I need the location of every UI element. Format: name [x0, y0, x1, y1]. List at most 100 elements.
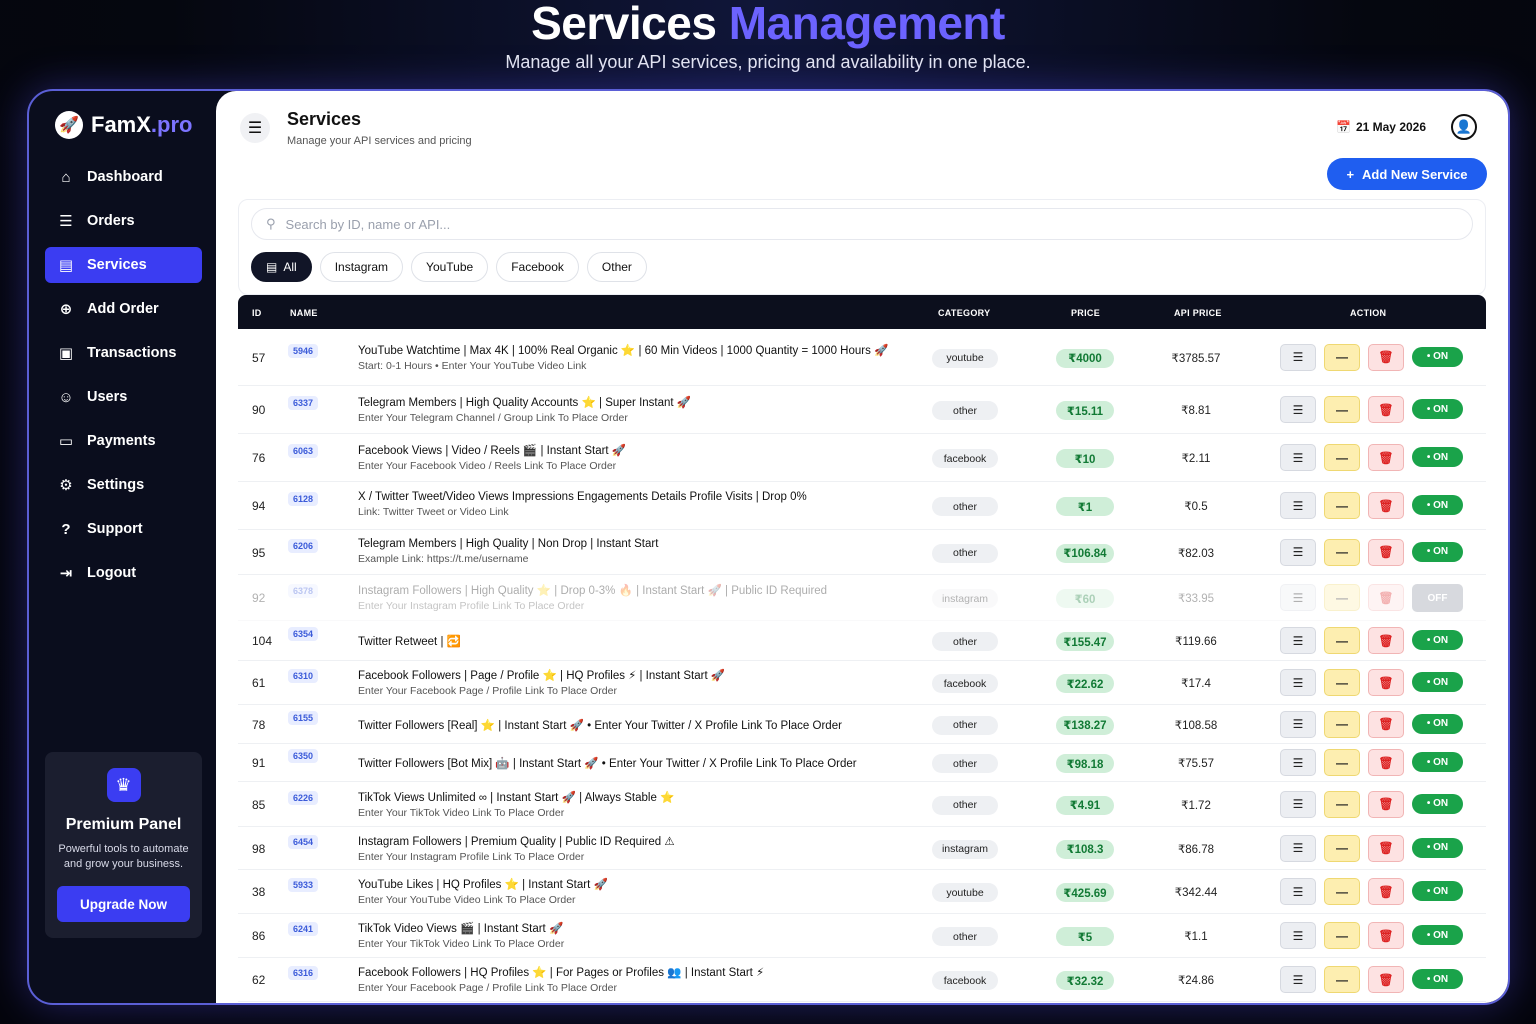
- trash-icon[interactable]: 🗑: [1368, 584, 1404, 611]
- filter-chip-instagram[interactable]: Instagram: [319, 252, 404, 282]
- sidebar-item-logout[interactable]: ⇥ Logout: [45, 555, 202, 591]
- disable-icon[interactable]: —: [1324, 669, 1360, 696]
- upgrade-button[interactable]: Upgrade Now: [57, 886, 190, 922]
- disable-icon[interactable]: —: [1324, 492, 1360, 519]
- service-name-cell: TikTok Views Unlimited ∞ | Instant Start…: [358, 790, 918, 819]
- status-toggle[interactable]: • ON: [1412, 346, 1463, 367]
- disable-icon[interactable]: —: [1324, 710, 1360, 738]
- status-toggle[interactable]: • ON: [1412, 881, 1463, 901]
- category-badge: other: [932, 401, 998, 420]
- api-price: ₹17.4: [1181, 678, 1211, 690]
- trash-icon[interactable]: 🗑: [1368, 627, 1404, 654]
- trash-icon[interactable]: 🗑: [1368, 878, 1404, 905]
- status-toggle[interactable]: • ON: [1412, 752, 1463, 772]
- details-icon[interactable]: ☰: [1280, 396, 1316, 423]
- service-code-badge: 6155: [288, 710, 319, 725]
- status-toggle[interactable]: • ON: [1412, 925, 1463, 945]
- home-icon: ⌂: [61, 168, 71, 186]
- trash-icon[interactable]: 🗑: [1368, 710, 1404, 738]
- disable-icon[interactable]: —: [1324, 790, 1360, 818]
- filter-chip-other[interactable]: Other: [586, 252, 647, 282]
- status-toggle[interactable]: • ON: [1412, 630, 1463, 650]
- trash-icon[interactable]: 🗑: [1368, 444, 1404, 471]
- status-toggle[interactable]: • ON: [1412, 793, 1463, 814]
- details-icon[interactable]: ☰: [1280, 669, 1316, 696]
- row-actions: ☰ — 🗑 • ON: [1280, 710, 1463, 738]
- sidebar-item-services[interactable]: ▤ Services: [45, 247, 202, 283]
- details-icon[interactable]: ☰: [1280, 584, 1316, 611]
- trash-icon[interactable]: 🗑: [1368, 669, 1404, 696]
- status-toggle[interactable]: • ON: [1412, 713, 1463, 734]
- sidebar-item-dashboard[interactable]: ⌂ Dashboard: [45, 159, 202, 195]
- details-icon[interactable]: ☰: [1280, 922, 1316, 949]
- status-toggle[interactable]: • ON: [1412, 541, 1463, 562]
- trash-icon[interactable]: 🗑: [1368, 966, 1404, 993]
- sidebar-item-settings[interactable]: ⚙ Settings: [45, 467, 202, 503]
- search-input[interactable]: [285, 216, 1436, 232]
- service-code-badge: 6354: [288, 627, 319, 641]
- details-icon[interactable]: ☰: [1280, 834, 1316, 862]
- service-id: 92: [252, 591, 266, 605]
- sidebar-item-support[interactable]: ? Support: [45, 511, 202, 547]
- disable-icon[interactable]: —: [1324, 396, 1360, 423]
- sidebar-item-add-order[interactable]: ⊕ Add Order: [45, 291, 202, 327]
- table-row: 92 6378 Instagram Followers | High Quality…: [238, 575, 1486, 621]
- service-name: Telegram Members | High Quality Accounts…: [358, 397, 692, 409]
- menu-icon[interactable]: ☰: [240, 113, 270, 143]
- disable-icon[interactable]: —: [1324, 627, 1360, 654]
- sidebar-item-transactions[interactable]: ▣ Transactions: [45, 335, 202, 371]
- disable-icon[interactable]: —: [1324, 966, 1360, 993]
- disable-icon[interactable]: —: [1324, 749, 1360, 776]
- trash-icon[interactable]: 🗑: [1368, 834, 1404, 862]
- disable-icon[interactable]: —: [1324, 538, 1360, 566]
- trash-icon[interactable]: 🗑: [1368, 343, 1404, 371]
- status-toggle[interactable]: • ON: [1412, 447, 1463, 467]
- api-price: ₹24.86: [1177, 975, 1215, 987]
- sidebar-item-orders[interactable]: ☰ Orders: [45, 203, 202, 239]
- status-toggle[interactable]: • ON: [1412, 837, 1463, 858]
- filter-chip-youtube[interactable]: YouTube: [411, 252, 489, 282]
- disable-icon[interactable]: —: [1324, 922, 1360, 949]
- brand[interactable]: 🚀 FamX.pro: [55, 111, 192, 139]
- status-toggle[interactable]: • ON: [1412, 399, 1463, 419]
- details-icon[interactable]: ☰: [1280, 710, 1316, 738]
- filter-chip-label: Facebook: [511, 260, 564, 274]
- details-icon[interactable]: ☰: [1280, 627, 1316, 654]
- trash-icon[interactable]: 🗑: [1368, 922, 1404, 949]
- api-price: ₹342.44: [1174, 887, 1218, 899]
- details-icon[interactable]: ☰: [1280, 749, 1316, 776]
- disable-icon[interactable]: —: [1324, 444, 1360, 471]
- topbar: ☰ Services Manage your API services and …: [216, 91, 1508, 161]
- trash-icon[interactable]: 🗑: [1368, 396, 1404, 423]
- row-actions: ☰ — 🗑 • ON: [1280, 878, 1463, 905]
- details-icon[interactable]: ☰: [1280, 538, 1316, 566]
- price-badge: ₹22.62: [1056, 674, 1114, 693]
- price-badge: ₹98.18: [1056, 754, 1114, 773]
- disable-icon[interactable]: —: [1324, 584, 1360, 611]
- user-avatar-icon[interactable]: 👤: [1451, 114, 1477, 140]
- trash-icon[interactable]: 🗑: [1368, 538, 1404, 566]
- details-icon[interactable]: ☰: [1280, 492, 1316, 519]
- status-toggle[interactable]: • ON: [1412, 969, 1463, 989]
- disable-icon[interactable]: —: [1324, 343, 1360, 371]
- details-icon[interactable]: ☰: [1280, 790, 1316, 818]
- sidebar-item-payments[interactable]: ▭ Payments: [45, 423, 202, 459]
- category-badge: other: [932, 715, 998, 735]
- trash-icon[interactable]: 🗑: [1368, 492, 1404, 519]
- details-icon[interactable]: ☰: [1280, 966, 1316, 993]
- details-icon[interactable]: ☰: [1280, 343, 1316, 371]
- trash-icon[interactable]: 🗑: [1368, 790, 1404, 818]
- status-toggle[interactable]: • ON: [1412, 672, 1463, 692]
- filter-chip-facebook[interactable]: Facebook: [496, 252, 579, 282]
- details-icon[interactable]: ☰: [1280, 878, 1316, 905]
- filter-chip-all[interactable]: ▤ All: [251, 252, 312, 282]
- trash-icon[interactable]: 🗑: [1368, 749, 1404, 776]
- table-row: 78 6155 Twitter Followers [Real] ⭐ | Insta…: [238, 705, 1486, 744]
- sidebar-item-users[interactable]: ☺ Users: [45, 379, 202, 415]
- disable-icon[interactable]: —: [1324, 834, 1360, 862]
- status-toggle[interactable]: • ON: [1412, 495, 1463, 515]
- status-toggle[interactable]: OFF: [1412, 584, 1463, 612]
- disable-icon[interactable]: —: [1324, 878, 1360, 905]
- add-new-service-button[interactable]: + Add New Service: [1327, 158, 1487, 190]
- details-icon[interactable]: ☰: [1280, 444, 1316, 471]
